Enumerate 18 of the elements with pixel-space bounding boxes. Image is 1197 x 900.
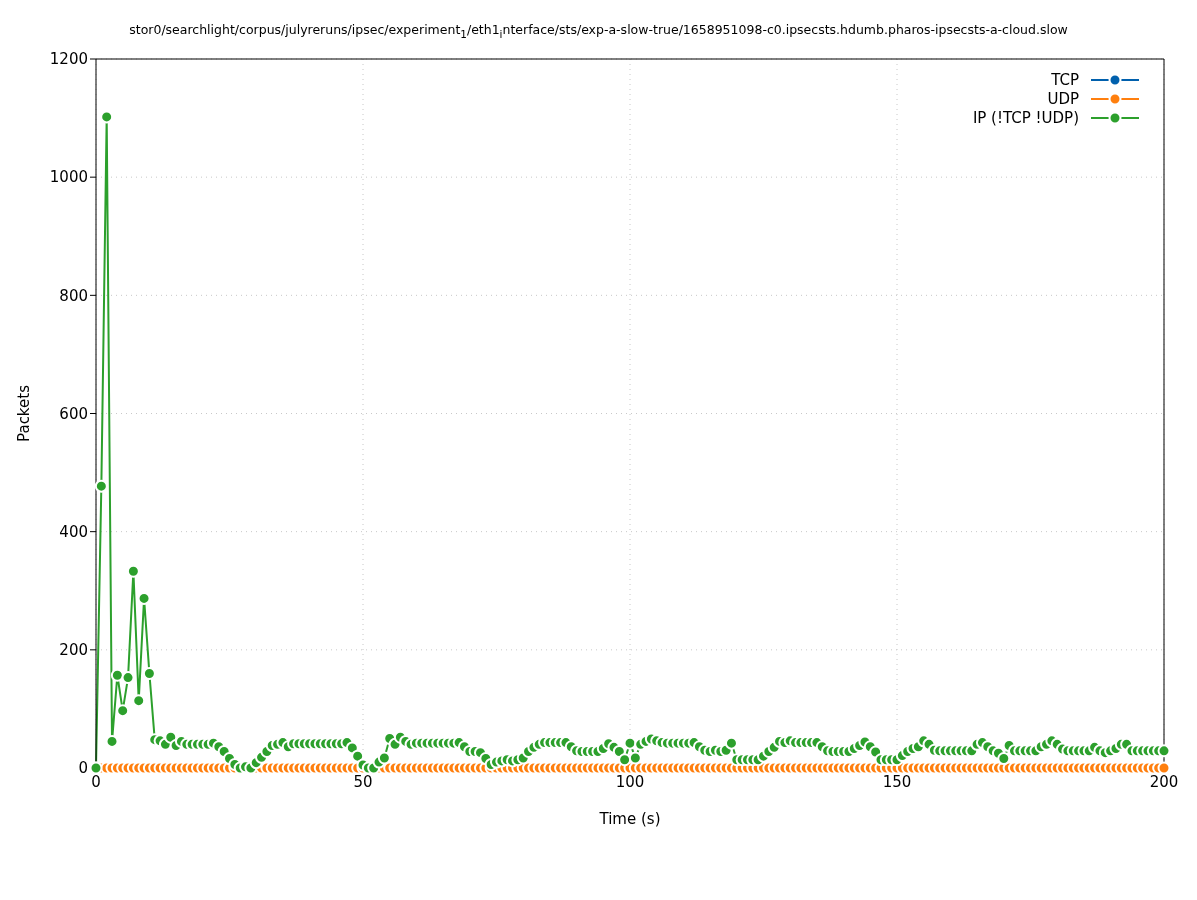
chart-title: stor0/searchlight/corpus/julyreruns/ipsec/experiment$_{1}$/eth1$_{i}$nterface/sts/exp-a-slow-true/1658951098-c0.ipsecsts.hdumb.pharos-ipsecsts-a-cloud.slow <box>128 22 1069 40</box>
y-tick-label: 600 <box>59 404 88 423</box>
legend-label: IP (!TCP !UDP) <box>972 108 1079 127</box>
x-tick-label: 150 <box>882 772 912 791</box>
x-axis-title: Time (s) <box>598 810 661 828</box>
y-tick-label: 800 <box>59 286 88 305</box>
x-tick-label: 50 <box>353 772 373 791</box>
y-tick-label: 0 <box>78 759 88 778</box>
legend-label: UDP <box>1047 89 1079 108</box>
y-tick-label: 200 <box>59 641 88 660</box>
y-tick-label: 400 <box>59 522 88 541</box>
y-axis-title: Packets <box>15 384 34 442</box>
x-tick-label: 100 <box>615 772 645 791</box>
y-tick-label: 1000 <box>49 168 88 187</box>
x-tick-label: 0 <box>91 772 101 791</box>
x-tick-label: 200 <box>1149 772 1179 791</box>
legend-label: TCP <box>1051 70 1079 89</box>
y-tick-label: 1200 <box>49 50 88 69</box>
